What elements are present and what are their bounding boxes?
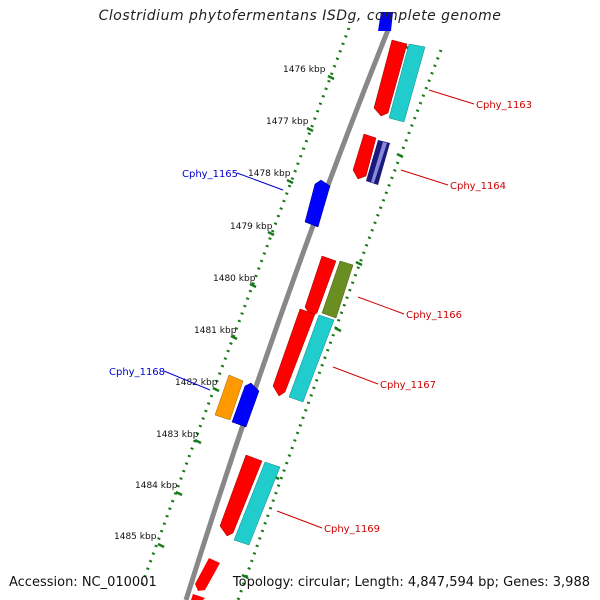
- kbp-label: 1478 kbp: [248, 169, 291, 179]
- gene-label-cphy-1168[interactable]: Cphy_1168: [109, 367, 165, 378]
- topology-text: Topology: circular; Length: 4,847,594 bp…: [232, 575, 590, 590]
- gene-label-cphy-1163[interactable]: Cphy_1163: [476, 100, 532, 111]
- reverse-strand-track: [138, 27, 351, 591]
- accession-text: Accession: NC_010001: [9, 575, 157, 590]
- gene-feature[interactable]: [231, 382, 260, 428]
- gene-feature[interactable]: [214, 374, 244, 421]
- gene-feature[interactable]: [378, 12, 393, 31]
- gene-feature[interactable]: [288, 314, 335, 403]
- label-connectors: [163, 89, 475, 529]
- kbp-ticks: [157, 45, 413, 580]
- kbp-label: 1481 kbp: [194, 326, 237, 336]
- kbp-label: 1477 kbp: [266, 117, 309, 127]
- forward-strand-track: [236, 49, 443, 600]
- kbp-label: 1476 kbp: [283, 65, 326, 75]
- gene-label-cphy-1166[interactable]: Cphy_1166: [406, 310, 462, 321]
- gene-label-cphy-1164[interactable]: Cphy_1164: [450, 181, 506, 192]
- gene-label-cphy-1167[interactable]: Cphy_1167: [380, 380, 436, 391]
- genome-title: Clostridium phytofermentans ISDg, comple…: [98, 8, 502, 24]
- gene-feature[interactable]: [321, 260, 354, 319]
- gene-feature[interactable]: [352, 133, 377, 180]
- gene-feature[interactable]: [388, 43, 426, 123]
- gene-feature[interactable]: [373, 39, 408, 117]
- gene-feature[interactable]: [191, 594, 205, 600]
- kbp-label: 1483 kbp: [156, 430, 199, 440]
- kbp-label: 1482 kbp: [175, 378, 218, 388]
- gene-feature[interactable]: [371, 142, 387, 183]
- gene-feature[interactable]: [304, 179, 331, 228]
- gene-feature[interactable]: [233, 461, 281, 546]
- kbp-label: 1479 kbp: [230, 222, 273, 232]
- gene-label-cphy-1169[interactable]: Cphy_1169: [324, 524, 380, 535]
- gene-feature[interactable]: [272, 308, 316, 397]
- gene-feature[interactable]: [219, 454, 263, 537]
- kbp-label: 1484 kbp: [135, 481, 178, 491]
- kbp-label: 1485 kbp: [114, 532, 157, 542]
- genome-backbone: [183, 29, 391, 600]
- kbp-label: 1480 kbp: [213, 274, 256, 284]
- gene-label-cphy-1165[interactable]: Cphy_1165: [182, 169, 238, 180]
- gene-feature[interactable]: [195, 558, 220, 591]
